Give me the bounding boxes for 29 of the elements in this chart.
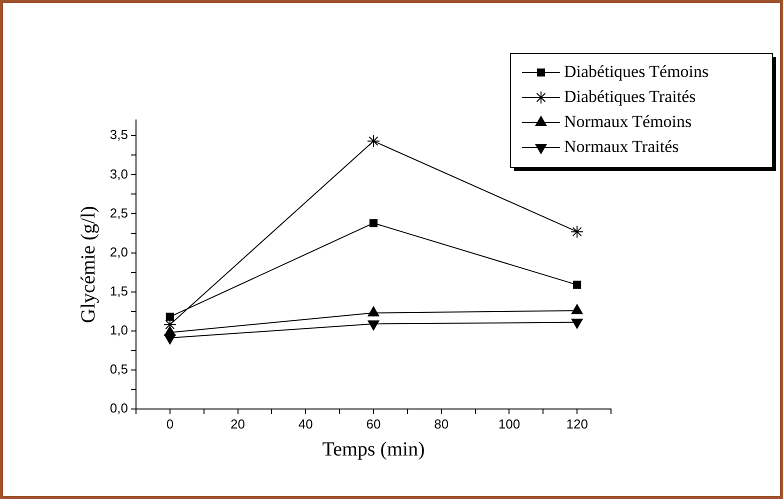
point <box>368 320 380 330</box>
y-tick-label: 2,5 <box>110 205 128 220</box>
point <box>570 225 584 238</box>
x-tick-label: 20 <box>230 416 246 432</box>
legend-label: Diabétiques Témoins <box>564 62 709 81</box>
x-tick-label: 100 <box>498 416 520 432</box>
y-tick-label: 3,5 <box>110 127 128 142</box>
x-tick-label: 40 <box>298 416 313 432</box>
point <box>571 318 583 329</box>
point <box>367 134 380 148</box>
point <box>166 312 174 321</box>
y-tick-label: 1,0 <box>110 322 128 338</box>
point <box>369 219 378 228</box>
point <box>163 318 176 332</box>
y-tick-label: 3,0 <box>110 166 128 182</box>
y-tick-label: 0,5 <box>110 362 128 377</box>
y-tick-label: 1,5 <box>110 283 128 298</box>
legend-label: Diabétiques Traités <box>564 86 696 106</box>
legend-label: Normaux Traités <box>564 136 679 156</box>
legend-label: Normaux Témoins <box>564 112 692 131</box>
x-tick-label: 0 <box>166 416 174 432</box>
y-tick-label: 2,0 <box>110 244 128 260</box>
x-axis-title: Temps (min) <box>322 438 425 460</box>
point <box>573 280 582 289</box>
x-tick-label: 80 <box>434 416 449 432</box>
x-tick-label: 120 <box>566 416 588 432</box>
y-axis-title: Glycémie (g/l) <box>77 206 100 324</box>
x-tick-label: 60 <box>366 416 381 432</box>
y-tick-label: 0,0 <box>110 400 128 416</box>
